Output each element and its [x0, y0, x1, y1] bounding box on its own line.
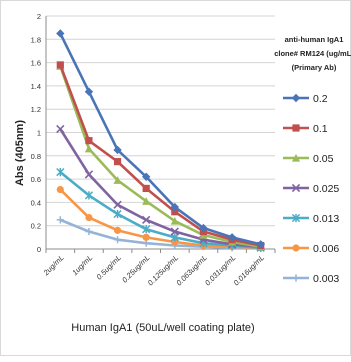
legend-swatch-marker — [291, 213, 301, 223]
legend-swatch-marker — [292, 124, 300, 132]
data-point — [56, 167, 65, 177]
data-point — [113, 236, 122, 244]
legend-swatch-marker — [291, 183, 301, 193]
data-point — [141, 172, 151, 181]
data-point — [142, 215, 151, 225]
legend-item: 0.013 — [283, 213, 339, 225]
legend-title-line-3: (Primary Ab) — [292, 63, 337, 72]
legend-swatch-marker — [291, 153, 301, 162]
legend-item: 0.006 — [283, 243, 339, 255]
legend-item: 0.003 — [283, 273, 339, 285]
data-point — [56, 29, 65, 38]
y-tick-label: 0.2 — [31, 222, 41, 231]
data-point — [113, 176, 122, 184]
data-point — [170, 227, 179, 236]
data-point — [56, 124, 65, 134]
y-tick-label: 2 — [37, 12, 41, 21]
y-tick-label: 0 — [37, 245, 41, 254]
data-point — [84, 170, 94, 179]
data-point — [84, 87, 94, 96]
gridlines — [46, 15, 275, 250]
legend-label: 0.025 — [313, 183, 339, 195]
series-line — [59, 128, 261, 248]
y-tick-labels: 0 0.2 0.4 0.6 0.8 1 1.2 1.4 1.6 1.8 2 — [31, 12, 41, 254]
data-point — [256, 240, 265, 249]
series-line — [59, 64, 261, 247]
data-point — [142, 184, 150, 193]
data-point — [170, 202, 180, 212]
y-tick-label: 1.6 — [31, 59, 41, 68]
data-point — [113, 226, 122, 234]
axes — [45, 16, 276, 253]
series-line — [59, 188, 261, 250]
data-point — [142, 225, 151, 234]
data-point — [227, 233, 237, 242]
legend-label: 0.2 — [313, 93, 328, 105]
legend-label: 0.003 — [313, 273, 339, 285]
legend-label: 0.1 — [313, 123, 328, 135]
data-point — [56, 61, 64, 69]
data-point — [84, 191, 94, 200]
legend-swatch-marker — [292, 274, 300, 282]
data-point — [142, 233, 150, 241]
y-tick-label: 1.8 — [31, 35, 41, 44]
legend-swatch-marker — [292, 244, 300, 252]
legend-label: 0.013 — [313, 213, 339, 225]
data-point — [170, 216, 179, 225]
data-point — [142, 197, 151, 205]
data-point — [85, 227, 93, 236]
y-axis-label: Abs (405nm) — [14, 120, 26, 186]
series-line — [59, 171, 261, 250]
x-tick-labels: 2ug/mL 1ug/mL 0.5ug/mL0.25ug/mL0.125ug/mL0… — [41, 253, 266, 287]
legend-item: 0.1 — [283, 123, 328, 135]
data-point — [56, 185, 64, 194]
data-point — [85, 213, 93, 222]
series-line — [59, 65, 261, 248]
legend-label: 0.006 — [313, 243, 339, 255]
data-point — [56, 216, 64, 224]
y-tick-label: 0.6 — [31, 175, 41, 184]
x-axis-label: Human IgA1 (50uL/well coating plate) — [71, 322, 254, 334]
data-point — [85, 137, 93, 145]
series-line — [59, 32, 261, 246]
y-tick-label: 1 — [37, 129, 41, 138]
x-tick-label: 2ug/mL — [41, 253, 66, 278]
legend-item: 0.05 — [283, 153, 334, 165]
y-tick-label: 1.2 — [31, 105, 41, 114]
series-0.2 — [56, 29, 265, 249]
legend-title-line-1: anti-human IgA1 — [285, 35, 344, 44]
y-tick-label: 0.4 — [31, 198, 41, 207]
data-point — [199, 223, 208, 233]
x-tick-label: 0.016ug/mL — [232, 253, 266, 287]
y-tick-label: 0.8 — [31, 152, 41, 161]
series-group — [56, 29, 265, 252]
legend-item: 0.2 — [283, 93, 328, 105]
data-point — [171, 208, 179, 216]
x-tick-label: 1ug/mL — [70, 253, 94, 277]
data-point — [113, 209, 122, 219]
data-point — [113, 145, 122, 155]
legend-label: 0.05 — [313, 153, 334, 165]
data-point — [113, 200, 122, 209]
legend-swatch-marker — [291, 93, 301, 103]
legend-item: 0.025 — [283, 183, 339, 195]
y-tick-label: 1.4 — [31, 82, 41, 91]
x-tick-label: 0.5ug/mL — [94, 253, 122, 281]
data-point — [113, 158, 122, 166]
data-point — [84, 144, 94, 153]
legend: anti-human IgA1 clone# RM124 (ug/mL) (Pr… — [274, 35, 351, 285]
legend-title-line-2: clone# RM124 (ug/mL) — [274, 49, 351, 58]
